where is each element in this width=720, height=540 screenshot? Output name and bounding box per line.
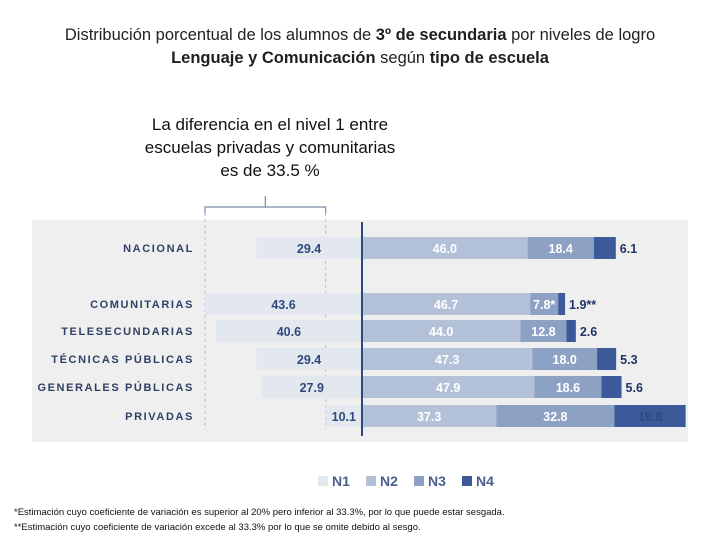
- bar-n3: [527, 237, 594, 259]
- bar-value-label: 27.9: [300, 381, 324, 395]
- bar-n4: [558, 293, 566, 315]
- chart-title-line-1: Distribución porcentual de los alumnos d…: [0, 24, 720, 46]
- bar-value-label: 10.1: [332, 410, 356, 424]
- bar-value-label: 12.8: [531, 325, 555, 339]
- bar-n3: [532, 348, 598, 370]
- legend-swatch-n2: [366, 476, 376, 486]
- bar-n1: [215, 320, 362, 342]
- title-text: Distribución porcentual de los alumnos d…: [64, 26, 376, 44]
- bar-value-label: 18.6: [556, 381, 580, 395]
- bar-n2: [362, 320, 521, 342]
- bar-n1: [205, 293, 362, 315]
- bar-n2: [362, 237, 528, 259]
- legend-label-n2: N2: [380, 473, 398, 489]
- category-label: TELESECUNDARIAS: [61, 326, 194, 338]
- bar-n4: [614, 405, 686, 427]
- title-text-3: según: [375, 49, 430, 67]
- bar-value-label: 18.0: [553, 353, 577, 367]
- bar-value-label: 5.6: [626, 381, 643, 395]
- bar-n1: [256, 237, 362, 259]
- category-label: TÉCNICAS PÚBLICAS: [51, 353, 194, 366]
- difference-callout: La diferencia en el nivel 1 entre escuel…: [144, 115, 396, 180]
- bar-n3: [534, 376, 602, 398]
- bar-value-label: 5.3: [620, 353, 637, 367]
- callout-bracket: [204, 206, 327, 213]
- bar-n4: [601, 376, 622, 398]
- bar-value-label: 29.4: [297, 242, 321, 256]
- title-text-2: por niveles de logro: [506, 26, 656, 44]
- bar-value-label: 37.3: [417, 410, 441, 424]
- bar-value-label: 2.6: [580, 325, 597, 339]
- bar-n2: [362, 348, 533, 370]
- legend-label-n4: N4: [476, 473, 494, 489]
- bar-n1: [325, 405, 362, 427]
- category-label: GENERALES PÚBLICAS: [37, 381, 194, 394]
- bar-value-label: 18.4: [549, 242, 573, 256]
- legend-label-n3: N3: [428, 473, 446, 489]
- title-grade: 3º de secundaria: [375, 26, 507, 44]
- legend-label-n1: N1: [332, 473, 350, 489]
- bar-n3: [496, 405, 615, 427]
- bar-value-label: 1.9**: [569, 298, 596, 312]
- bar-n3: [520, 320, 567, 342]
- bar-value-label: 32.8: [543, 410, 567, 424]
- bar-n4: [593, 237, 616, 259]
- category-label: COMUNITARIAS: [90, 299, 194, 311]
- legend-swatch-n1: [318, 476, 328, 486]
- bar-n1: [261, 376, 362, 398]
- category-label: PRIVADAS: [125, 411, 194, 423]
- bar-value-label: 40.6: [277, 325, 301, 339]
- chart-title-line-2: Lenguaje y Comunicación según tipo de es…: [0, 47, 720, 69]
- bar-value-label: 47.3: [435, 353, 459, 367]
- footnote-2: **Estimación cuyo coeficiente de variaci…: [14, 522, 421, 533]
- footnote-1: *Estimación cuyo coeficiente de variació…: [14, 507, 505, 518]
- bar-value-label: 43.6: [271, 298, 295, 312]
- title-school-type: tipo de escuela: [429, 49, 549, 67]
- bar-value-label: 6.1: [620, 242, 637, 256]
- bar-value-label: 29.4: [297, 353, 321, 367]
- bar-value-label: 44.0: [429, 325, 453, 339]
- legend-swatch-n4: [462, 476, 472, 486]
- bar-n4: [566, 320, 576, 342]
- bar-n2: [362, 376, 535, 398]
- bar-n1: [256, 348, 362, 370]
- bar-n2: [362, 405, 497, 427]
- bar-value-label: 46.7: [434, 298, 458, 312]
- bar-n2: [362, 293, 531, 315]
- bar-value-label: 46.0: [433, 242, 457, 256]
- bar-n4: [597, 348, 617, 370]
- category-label: NACIONAL: [123, 243, 194, 255]
- bar-value-label: 19.8: [638, 410, 662, 424]
- title-subject: Lenguaje y Comunicación: [171, 49, 376, 67]
- bar-value-label: 47.9: [436, 381, 460, 395]
- bar-value-label: 7.8*: [533, 298, 555, 312]
- legend-swatch-n3: [414, 476, 424, 486]
- bar-n3: [530, 293, 559, 315]
